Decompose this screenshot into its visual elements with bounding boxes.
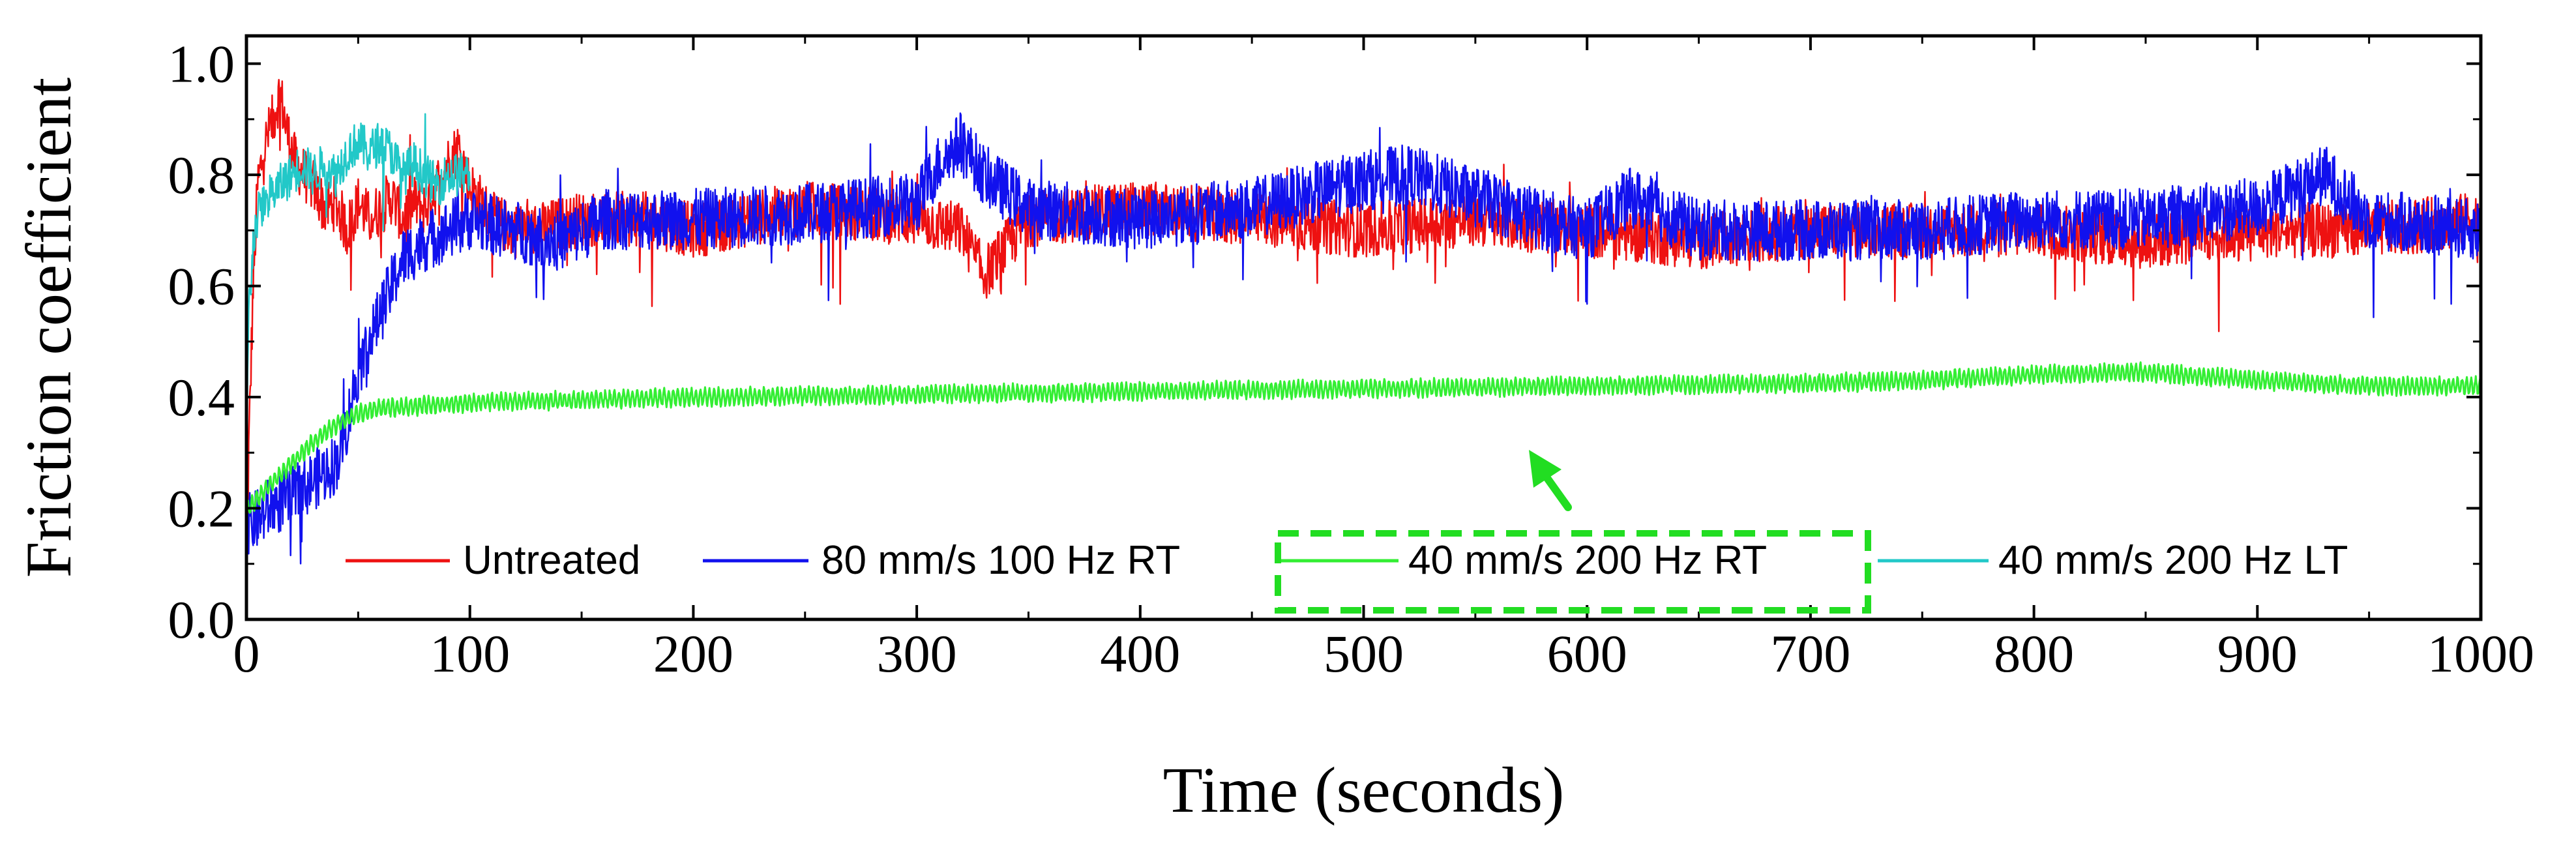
legend-label: 40 mm/s 200 Hz RT [1408, 538, 1767, 583]
x-axis: 0 100 200 300 400 500 600 700 800 900 1000 [233, 36, 2534, 683]
x-tick-label: 700 [1770, 624, 1850, 683]
series-line-3 [245, 113, 471, 435]
x-tick-label: 500 [1324, 624, 1404, 683]
y-tick-label: 0.6 [168, 257, 235, 316]
y-axis-title: Friction coefficient [12, 78, 85, 578]
y-tick-label: 0.0 [168, 590, 235, 649]
x-tick-label: 400 [1100, 624, 1180, 683]
highlight-annotation [1275, 450, 1871, 614]
x-tick-label: 600 [1547, 624, 1627, 683]
series-line-1 [245, 112, 2482, 565]
x-tick-label: 1000 [2427, 624, 2534, 683]
x-tick-label: 800 [1994, 624, 2074, 683]
y-tick-label: 0.4 [168, 368, 235, 427]
x-axis-title: Time (seconds) [1163, 754, 1565, 826]
x-tick-label: 300 [877, 624, 957, 683]
highlight-box [1275, 530, 1871, 614]
x-tick-label: 0 [233, 624, 260, 683]
series-line-2 [245, 361, 2482, 514]
legend-label: 40 mm/s 200 Hz LT [1998, 538, 2348, 583]
highlight-arrow-head [1529, 450, 1562, 488]
y-tick-label: 0.8 [168, 145, 235, 205]
x-tick-label: 100 [430, 624, 510, 683]
x-tick-label: 900 [2217, 624, 2298, 683]
y-tick-label: 1.0 [168, 35, 235, 94]
x-tick-label: 200 [653, 624, 733, 683]
y-axis: 0.0 0.2 0.4 0.6 0.8 1.0 [168, 35, 2481, 649]
legend: Untreated 80 mm/s 100 Hz RT 40 mm/s 200 Hz… [346, 538, 2348, 583]
y-tick-label: 0.2 [168, 479, 235, 539]
legend-label: 80 mm/s 100 Hz RT [822, 538, 1180, 583]
legend-label: Untreated [463, 538, 640, 583]
series-layer [245, 79, 2482, 611]
